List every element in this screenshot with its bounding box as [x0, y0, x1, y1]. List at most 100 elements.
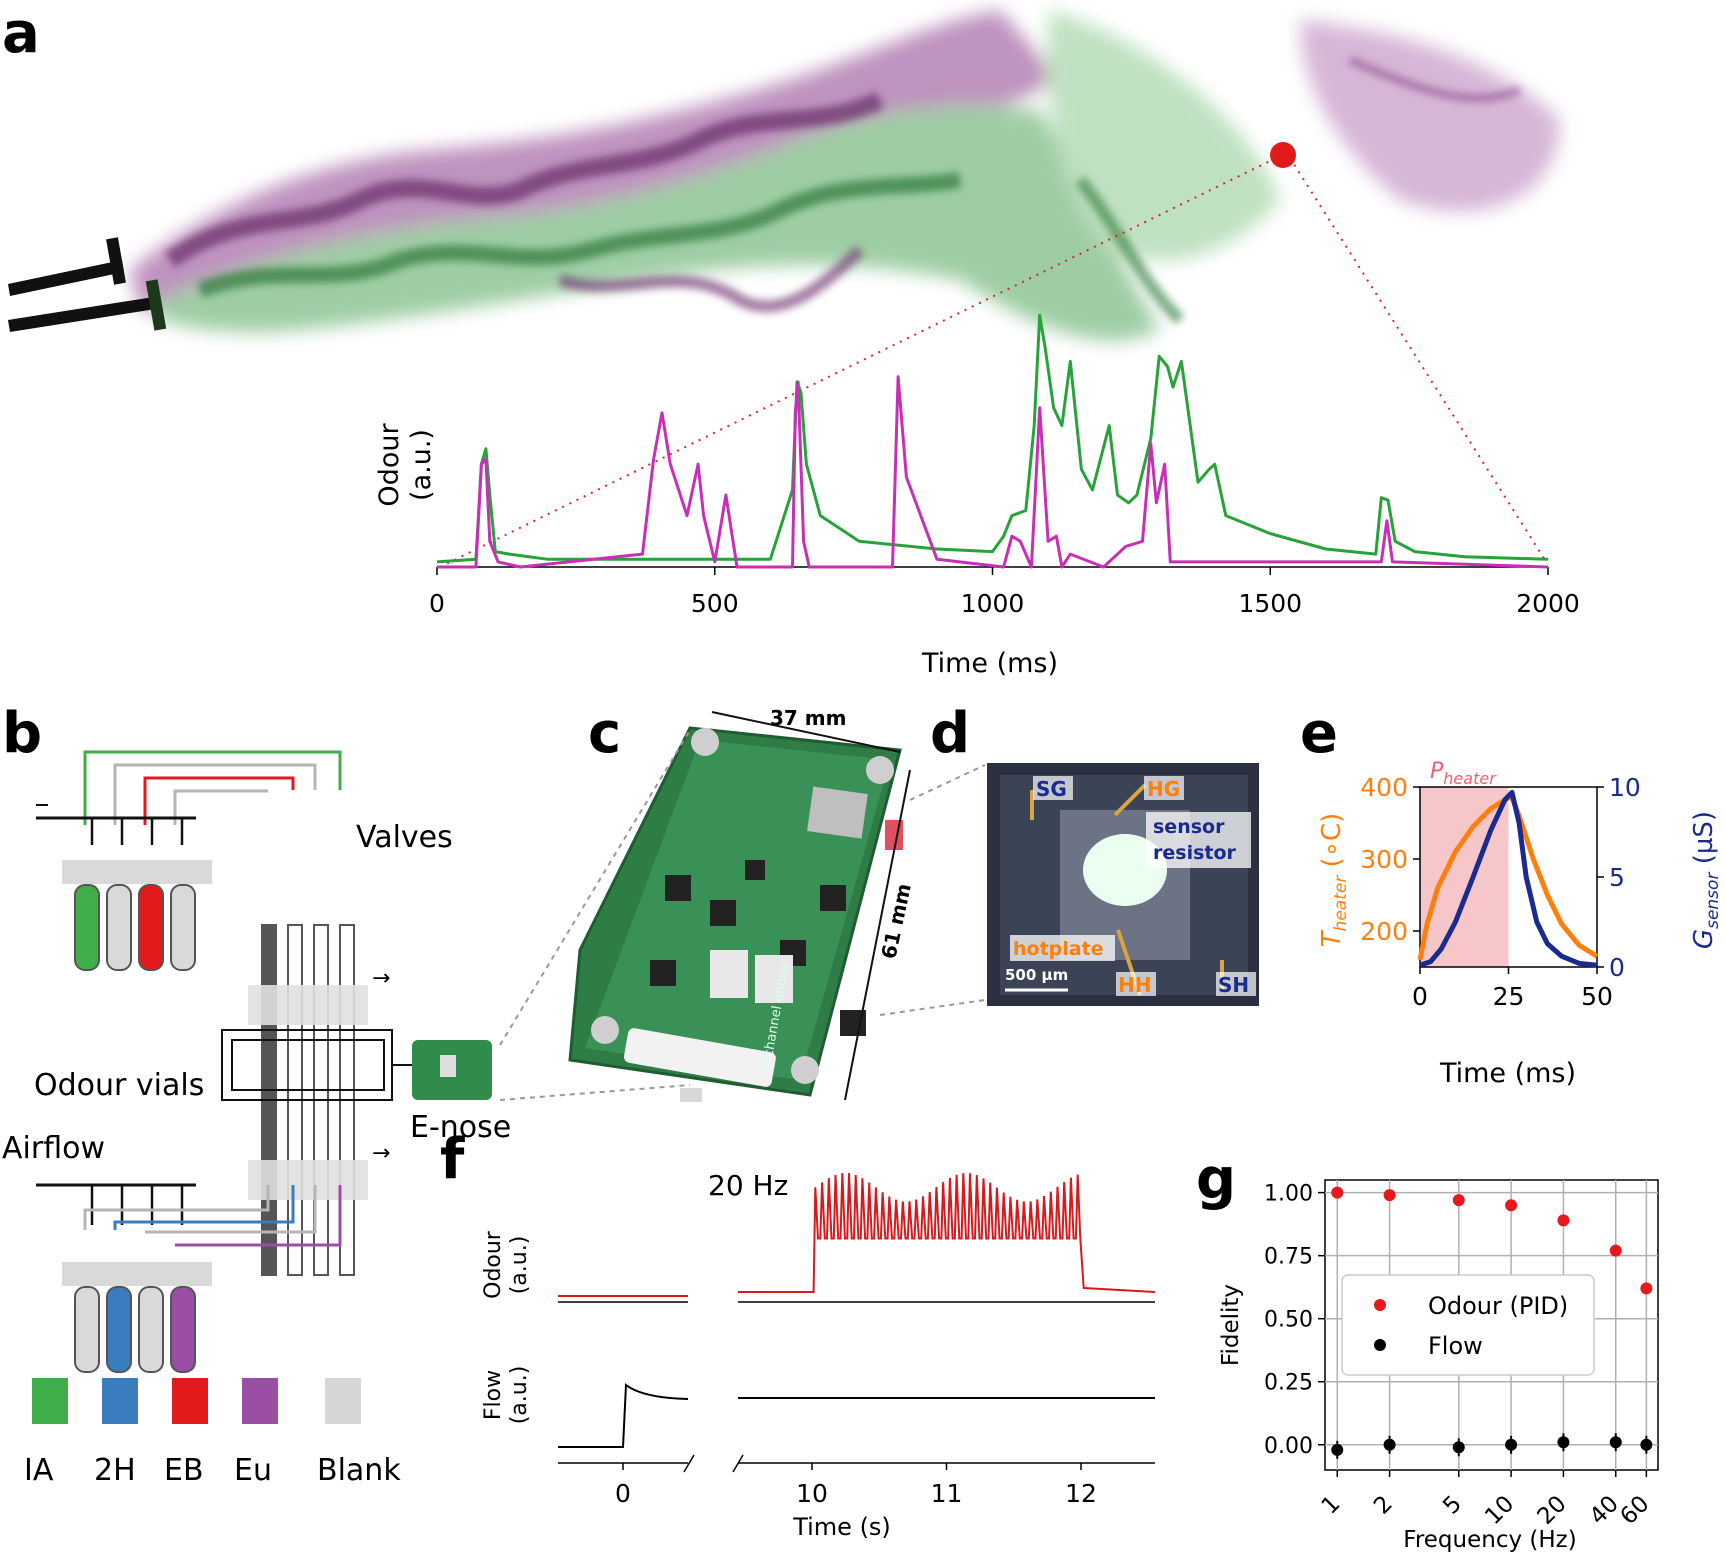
g-ytick-label: 0.75	[1264, 1245, 1313, 1270]
valve-schematic: Odour vials → → Valves E-nose Airflow	[2, 752, 511, 1488]
e-ltick-label: 400	[1360, 773, 1408, 802]
legend-label: EB	[164, 1453, 204, 1488]
f-xtick-label: 12	[1065, 1479, 1097, 1508]
fidelity-legend: Odour (PID) Flow	[1342, 1275, 1594, 1375]
sensor-micrograph: SG HG HH SH sensor resistor hotplate 500…	[987, 763, 1259, 1006]
legend-swatch	[242, 1378, 278, 1424]
f-xtick-label: 0	[615, 1479, 631, 1508]
g-xtick-label: 60	[1616, 1491, 1655, 1530]
arrow-out-top: →	[372, 966, 390, 991]
g-xtick-label: 2	[1369, 1491, 1398, 1520]
airflow-label: Airflow	[2, 1131, 105, 1166]
g-point	[1331, 1444, 1343, 1456]
axis-a-xlabel: Time (ms)	[921, 648, 1058, 679]
f-odour-ylabel-1: Odour	[481, 1230, 506, 1299]
f-flow-ylabel-2: (a.u.)	[507, 1366, 532, 1425]
panel-a-label: a	[2, 1, 40, 66]
e-ltick-label: 200	[1360, 917, 1408, 946]
e-rtick-label: 0	[1609, 953, 1625, 982]
legend-label: Blank	[317, 1453, 401, 1488]
g-point	[1610, 1245, 1622, 1257]
panel-b-label: b	[2, 701, 42, 766]
legend-label: IA	[24, 1453, 54, 1488]
f-odour-ylabel-2: (a.u.)	[507, 1236, 532, 1295]
g-xtick-label: 1	[1317, 1491, 1346, 1520]
g-xlabel: Frequency (Hz)	[1403, 1527, 1576, 1553]
pad-sg: SG	[1036, 777, 1067, 801]
g-point	[1640, 1282, 1652, 1294]
f-freq-label: 20 Hz	[708, 1169, 788, 1202]
e-rtick-label: 10	[1609, 773, 1641, 802]
pheater-shade	[1420, 787, 1509, 967]
pheater-label: Pheater	[1430, 759, 1497, 788]
e-xtick-label: 50	[1581, 982, 1613, 1011]
g-legend-marker	[1374, 1299, 1386, 1311]
a-series-line	[437, 377, 1548, 567]
board-height-label: 61 mm	[876, 881, 915, 961]
odour-legend: IA 2H EB Eu Blank	[24, 1378, 401, 1488]
a-series-line	[437, 315, 1548, 562]
panel-d-label: d	[930, 701, 970, 766]
f-xtick-label: 10	[796, 1479, 828, 1508]
panel-e-label: e	[1300, 701, 1338, 766]
axis-a-ylabel-1: Odour	[374, 423, 405, 507]
a-xtick-label: 1500	[1238, 589, 1302, 618]
legend-swatch	[102, 1378, 138, 1424]
g-point	[1505, 1439, 1517, 1451]
g-legend-label: Flow	[1428, 1332, 1483, 1360]
e-xtick-label: 25	[1493, 982, 1525, 1011]
g-xtick-label: 10	[1480, 1491, 1519, 1530]
odour-vials-label: Odour vials	[34, 1068, 204, 1103]
e-xtick-label: 0	[1412, 982, 1428, 1011]
g-point	[1505, 1199, 1517, 1211]
g-ytick-label: 1.00	[1264, 1182, 1313, 1207]
sensor-label-1: sensor	[1153, 816, 1225, 838]
a-xtick-label: 1000	[961, 589, 1025, 618]
g-point	[1557, 1214, 1569, 1226]
f-xtick-label: 11	[931, 1479, 963, 1508]
legend-swatch	[32, 1378, 68, 1424]
g-point	[1384, 1189, 1396, 1201]
g-point	[1557, 1436, 1569, 1448]
g-point	[1331, 1187, 1343, 1199]
pad-hh: HH	[1118, 973, 1151, 997]
probe-point	[1270, 142, 1296, 168]
e-ltick-label: 300	[1360, 845, 1408, 874]
a-xtick-label: 0	[429, 589, 445, 618]
legend-label: Eu	[234, 1453, 272, 1488]
f-flow-ylabel-1: Flow	[481, 1370, 506, 1420]
g-point	[1610, 1436, 1622, 1448]
g-ytick-label: 0.25	[1264, 1371, 1313, 1396]
legend-label: 2H	[94, 1453, 136, 1488]
figure: a 0 500 1000 1500 2000 Odour (a.u.) Time (	[0, 0, 1726, 1555]
arrow-out-bottom: →	[372, 1141, 390, 1166]
g-xtick-label: 5	[1438, 1491, 1467, 1520]
g-legend-box	[1342, 1275, 1594, 1375]
f-xlabel: Time (s)	[792, 1513, 891, 1541]
flow-trace	[558, 1385, 1155, 1447]
e-right-ylabel: Gsensor (µS)	[1689, 811, 1723, 949]
sensor-label-2: resistor	[1153, 842, 1237, 864]
g-point	[1453, 1441, 1465, 1453]
a-xtick-label: 500	[691, 589, 739, 618]
pad-hg: HG	[1147, 777, 1180, 801]
panel-c-label: c	[588, 701, 621, 766]
g-point	[1453, 1194, 1465, 1206]
plume-image	[8, 10, 1560, 340]
pad-sh: SH	[1218, 973, 1249, 997]
e-rtick-label: 5	[1609, 863, 1625, 892]
panel-f-label: f	[440, 1127, 465, 1192]
legend-swatch	[325, 1378, 361, 1424]
odour-pulse-trace	[738, 1173, 1155, 1292]
e-left-ylabel: Theater (∘C)	[1317, 813, 1351, 948]
g-ytick-label: 0.00	[1264, 1434, 1313, 1459]
legend-swatch	[172, 1378, 208, 1424]
axis-a-ylabel-2: (a.u.)	[406, 429, 437, 501]
g-xtick-label: 20	[1533, 1491, 1572, 1530]
g-legend-marker	[1374, 1339, 1386, 1351]
g-ylabel: Fidelity	[1218, 1284, 1244, 1366]
g-ytick-label: 0.50	[1264, 1308, 1313, 1333]
g-legend-label: Odour (PID)	[1428, 1292, 1568, 1320]
